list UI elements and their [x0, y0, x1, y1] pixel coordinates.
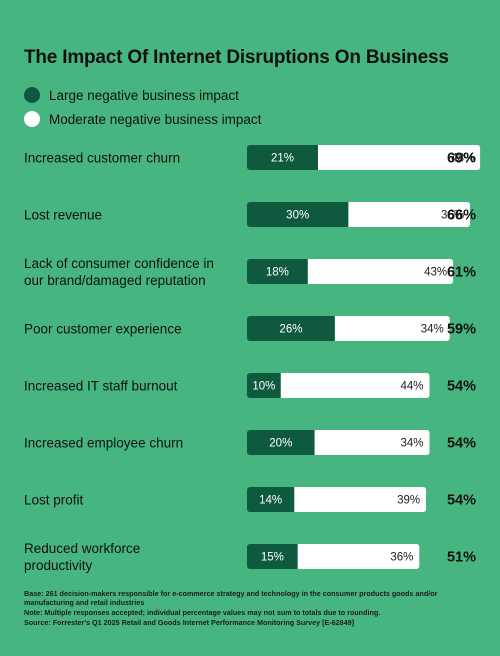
bar-group [247, 202, 471, 227]
legend-swatch-large [24, 87, 40, 103]
total-label: 69% [447, 151, 476, 167]
legend-label-large: Large negative business impact [49, 87, 239, 103]
data-label-moderate: 48% [451, 153, 474, 165]
total-label: 61% [447, 265, 476, 281]
category-label: Increased IT staff burnout [24, 379, 178, 394]
category-label: Lost profit [24, 493, 84, 508]
bar-moderate-impact [334, 316, 450, 341]
footnote-source: Source: Forrester's Q1 2025 Retail and G… [24, 618, 355, 627]
footnote-base: Base: 261 decision-makers responsible fo… [24, 589, 438, 608]
total-label: 54% [447, 379, 476, 395]
data-label-large: 10% [252, 381, 275, 393]
data-label-moderate: 34% [421, 324, 444, 336]
bar-large-impact [247, 145, 318, 170]
bar-group [247, 259, 454, 284]
category-label: Lack of consumer confidence in [24, 256, 214, 271]
chart-title: The Impact Of Internet Disruptions On Bu… [24, 47, 449, 68]
category-label: Increased employee churn [24, 436, 183, 451]
legend-label-moderate: Moderate negative business impact [49, 111, 262, 127]
data-label-large: 15% [261, 552, 284, 564]
bar-large-impact [247, 316, 335, 341]
bar-large-impact [247, 202, 349, 227]
bar-large-impact [247, 544, 298, 569]
category-label: our brand/damaged reputation [24, 273, 206, 288]
data-label-large: 20% [269, 438, 292, 450]
bar-moderate-impact [297, 544, 420, 569]
bar-moderate-impact [348, 202, 471, 227]
total-label: 59% [447, 322, 476, 338]
bar-large-impact [247, 373, 281, 398]
data-label-moderate: 36% [441, 210, 464, 222]
total-label: 51% [447, 550, 476, 566]
category-label: Lost revenue [24, 208, 102, 223]
bar-group [247, 430, 430, 455]
category-label: productivity [24, 558, 93, 573]
bar-group [247, 373, 430, 398]
category-label: Poor customer experience [24, 322, 182, 337]
bar-group [247, 316, 450, 341]
bar-moderate-impact [317, 145, 481, 170]
bar-group [247, 544, 420, 569]
bar-group [247, 145, 481, 170]
data-label-moderate: 36% [390, 552, 413, 564]
total-label: 54% [447, 493, 476, 509]
bar-moderate-impact [314, 430, 430, 455]
category-label: Reduced workforce [24, 541, 140, 556]
data-label-moderate: 34% [400, 438, 423, 450]
legend-swatch-moderate [24, 111, 40, 127]
data-label-moderate: 39% [397, 495, 420, 507]
total-label: 66% [447, 208, 476, 224]
data-label-large: 21% [271, 153, 294, 165]
legend-item-large: Large negative business impact [24, 87, 239, 103]
bar-moderate-impact [294, 487, 427, 512]
data-label-large: 18% [266, 267, 289, 279]
bar-large-impact [247, 259, 308, 284]
data-label-moderate: 44% [400, 381, 423, 393]
data-label-large: 14% [259, 495, 282, 507]
data-label-large: 26% [279, 324, 302, 336]
legend-item-moderate: Moderate negative business impact [24, 111, 261, 127]
bar-large-impact [247, 487, 295, 512]
data-label-large: 30% [286, 210, 309, 222]
bar-group [247, 487, 427, 512]
bar-moderate-impact [280, 373, 430, 398]
category-label: Increased customer churn [24, 151, 180, 166]
data-label-moderate: 43% [424, 267, 447, 279]
bar-large-impact [247, 430, 315, 455]
footnote-note: Note: Multiple responses accepted; indiv… [24, 608, 381, 617]
bar-moderate-impact [307, 259, 454, 284]
total-label: 54% [447, 436, 476, 452]
